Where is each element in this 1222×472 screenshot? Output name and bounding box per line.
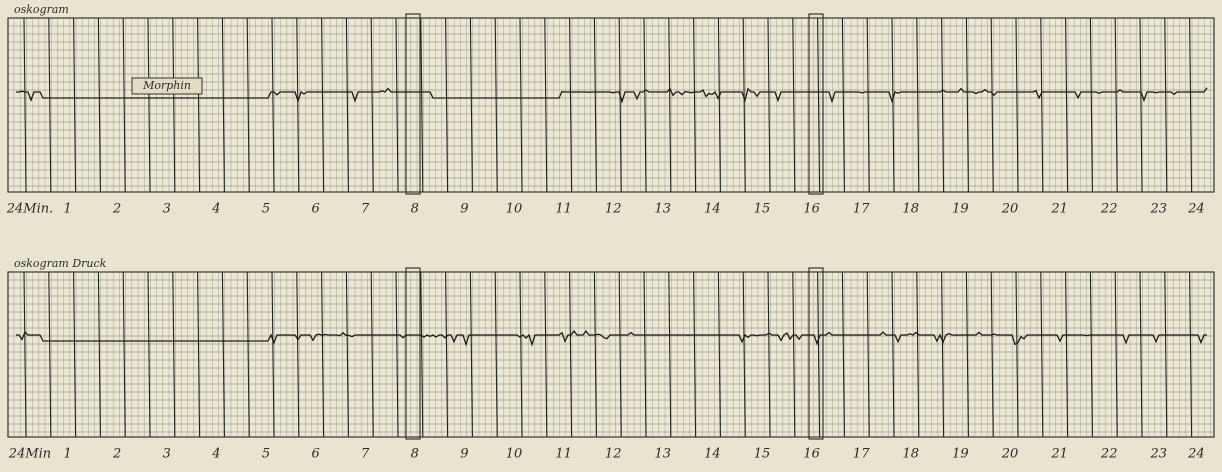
time-label: 18 [903, 447, 920, 462]
time-label: 17 [853, 447, 870, 462]
time-label: 15 [754, 447, 771, 462]
time-label: 21 [1050, 202, 1068, 217]
time-label: 21 [1050, 447, 1068, 462]
time-label: 12 [605, 447, 622, 462]
time-label: 19 [952, 202, 969, 217]
time-label: 19 [952, 447, 969, 462]
time-label: 17 [853, 202, 870, 217]
time-label: 11 [555, 447, 572, 462]
time-label: 2 [112, 447, 121, 462]
time-label: 20 [1001, 447, 1019, 462]
time-label: 4 [211, 202, 220, 217]
time-label: 10 [506, 447, 523, 462]
time-label: 5 [262, 447, 270, 462]
time-label: 23 [1150, 202, 1168, 217]
strip-title: oskogram [14, 3, 69, 16]
strip-frame [8, 18, 1214, 192]
time-label: 7 [361, 202, 370, 217]
time-label: 9 [460, 447, 468, 462]
time-label: 8 [411, 202, 419, 217]
time-label: 3 [163, 202, 171, 217]
strip-frame [8, 272, 1214, 437]
time-label: 6 [311, 447, 319, 462]
time-label: 16 [803, 447, 820, 462]
time-label: 14 [704, 447, 721, 462]
time-label: 24Min [8, 447, 51, 462]
time-label: 15 [754, 202, 771, 217]
time-label: 14 [704, 202, 721, 217]
strip-title: oskogram Druck [14, 257, 107, 270]
time-label: 10 [506, 202, 523, 217]
time-label: 12 [605, 202, 622, 217]
recording-sheet: oskogramMorphin24Min.1234567891011121314… [0, 0, 1222, 472]
time-label: 11 [555, 202, 572, 217]
annotation: Morphin [142, 79, 191, 92]
time-label: 2 [112, 202, 121, 217]
time-label: 7 [361, 447, 370, 462]
time-label: 18 [903, 202, 920, 217]
time-label: 13 [655, 202, 672, 217]
time-label: 16 [803, 202, 820, 217]
time-label: 6 [311, 202, 319, 217]
time-label: 22 [1100, 202, 1118, 217]
time-label: 20 [1001, 202, 1019, 217]
time-label: 3 [163, 447, 171, 462]
time-label: 5 [262, 202, 270, 217]
time-label: 24 [1187, 202, 1205, 217]
time-label: 13 [655, 447, 672, 462]
time-label: 23 [1150, 447, 1168, 462]
time-label: 4 [211, 447, 220, 462]
time-label: 1 [63, 202, 71, 217]
time-label: 1 [63, 447, 71, 462]
time-label: 24 [1187, 447, 1205, 462]
time-label: 9 [460, 202, 468, 217]
time-label: 22 [1100, 447, 1118, 462]
time-label: 24Min. [6, 202, 54, 217]
time-label: 8 [411, 447, 419, 462]
